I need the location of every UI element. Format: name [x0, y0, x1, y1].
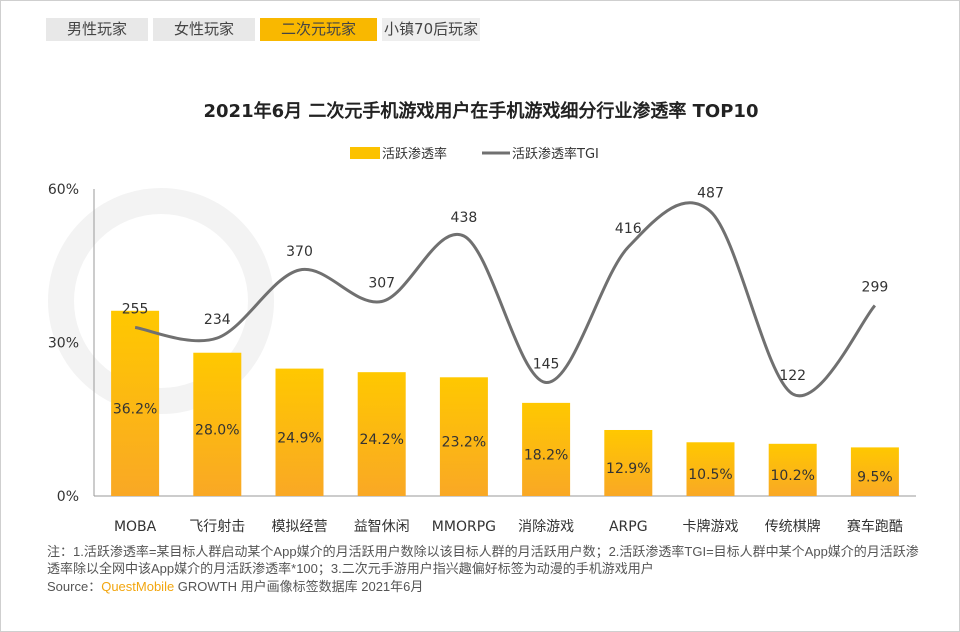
brand-name: QuestMobile: [101, 579, 175, 594]
tgi-value-label: 487: [697, 186, 724, 202]
tab-male-players[interactable]: 男性玩家: [46, 18, 149, 41]
bar-value-label: 24.9%: [277, 430, 321, 446]
tgi-value-label: 234: [204, 312, 231, 328]
bar: [193, 352, 242, 496]
bar-value-label: 23.2%: [442, 435, 486, 451]
bar-value-label: 18.2%: [524, 447, 568, 463]
bar: [686, 442, 735, 496]
chart-title: 2021年6月 二次元手机游戏用户在手机游戏细分行业渗透率 TOP10: [204, 100, 759, 122]
tgi-value-label: 416: [615, 221, 642, 237]
bar: [768, 443, 817, 496]
bar: [522, 402, 571, 496]
bar-value-label: 28.0%: [195, 422, 239, 438]
footer: 注：1.活跃渗透率=某目标人群启动某个App媒介的月活跃用户数除以该目标人群的月…: [47, 543, 927, 595]
source-line: Source：QuestMobile GROWTH 用户画像标签数据库 2021…: [47, 578, 927, 595]
bar-value-label: 10.2%: [770, 468, 814, 484]
bar: [439, 377, 488, 496]
tgi-line: [134, 201, 877, 398]
tab-town-70s-players[interactable]: 小镇70后玩家: [382, 18, 481, 41]
legend-bar-label: 活跃渗透率: [382, 146, 447, 162]
footnote: 注：1.活跃渗透率=某目标人群启动某个App媒介的月活跃用户数除以该目标人群的月…: [47, 544, 919, 576]
bar: [111, 310, 160, 496]
bar-value-label: 36.2%: [113, 401, 157, 417]
source-prefix: Source：: [47, 579, 102, 594]
y-tick-label: 30%: [48, 336, 79, 352]
bar: [357, 372, 406, 496]
tgi-value-label: 255: [122, 302, 149, 318]
bar: [275, 368, 324, 496]
legend-line-label: 活跃渗透率TGI: [512, 146, 599, 162]
source-text: GROWTH 用户画像标签数据库 2021年6月: [174, 579, 424, 594]
bar: [604, 429, 653, 496]
bar-value-label: 9.5%: [857, 470, 893, 486]
x-tick-label: MOBA: [114, 519, 157, 535]
x-tick-label: 模拟经营: [272, 519, 328, 535]
bar-value-label: 24.2%: [359, 432, 403, 448]
tgi-value-label: 122: [779, 368, 806, 384]
y-tick-label: 0%: [57, 489, 79, 505]
x-tick-label: ARPG: [609, 519, 648, 535]
bar-value-label: 12.9%: [606, 461, 650, 477]
tgi-value-label: 370: [286, 244, 313, 260]
tab-acg-players[interactable]: 二次元玩家: [260, 18, 378, 41]
x-tick-label: 赛车跑酷: [847, 518, 903, 535]
legend-bar-swatch: [350, 147, 380, 159]
tab-bar: 男性玩家 女性玩家 二次元玩家 小镇70后玩家: [46, 18, 481, 41]
bar-value-label: 10.5%: [688, 467, 732, 483]
tab-female-players[interactable]: 女性玩家: [153, 18, 256, 41]
x-tick-label: 益智休闲: [354, 519, 410, 535]
x-tick-label: 飞行射击: [189, 519, 245, 535]
bar: [850, 447, 899, 496]
x-tick-label: 卡牌游戏: [683, 518, 739, 535]
x-tick-label: 传统棋牌: [765, 518, 821, 535]
x-tick-label: 消除游戏: [518, 519, 574, 535]
tgi-value-label: 307: [368, 276, 395, 292]
tgi-value-label: 145: [533, 357, 560, 373]
x-tick-label: MMORPG: [432, 519, 496, 535]
tgi-value-label: 438: [451, 210, 478, 226]
y-tick-label: 60%: [48, 182, 79, 198]
tgi-value-label: 299: [862, 280, 889, 296]
chart: 2021年6月 二次元手机游戏用户在手机游戏细分行业渗透率 TOP10 活跃渗透率…: [48, 100, 916, 535]
